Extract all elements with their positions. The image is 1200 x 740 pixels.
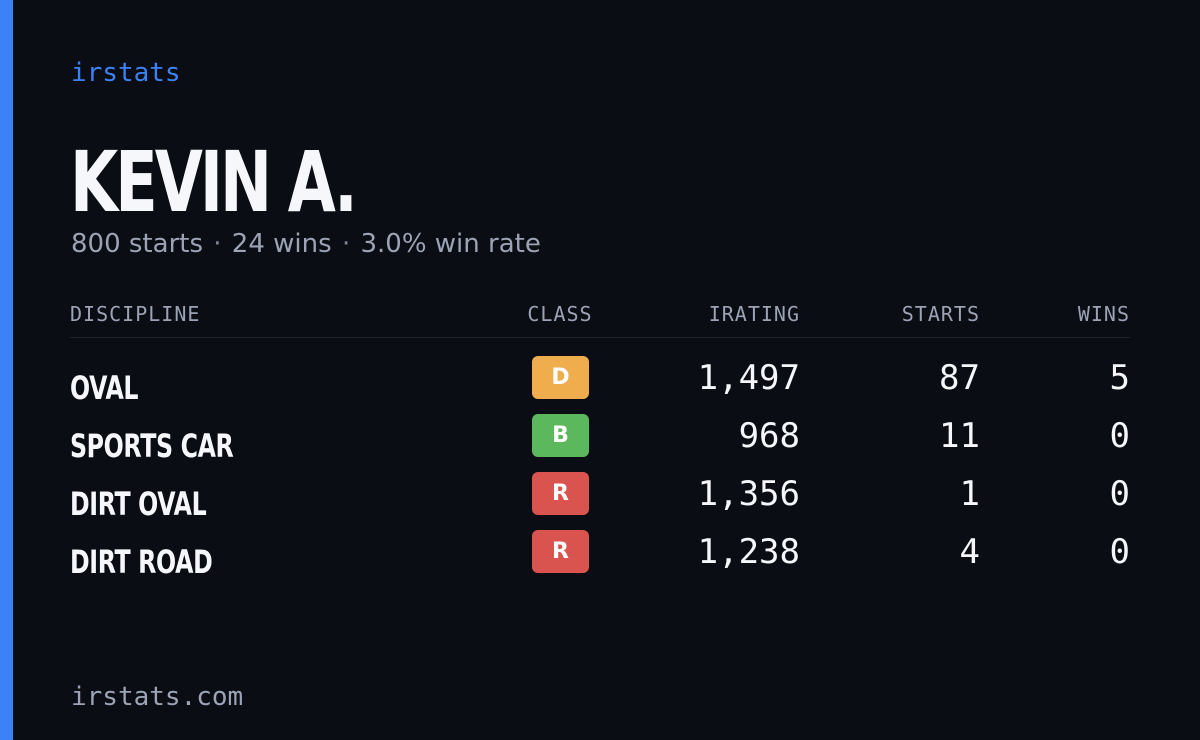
table-row: SPORTS CAR B 968 11 0: [70, 412, 1130, 470]
row-starts: 1: [959, 474, 980, 514]
row-starts: 4: [959, 532, 980, 572]
header-wins: WINS: [1077, 302, 1130, 326]
driver-name: KEVIN A.: [70, 133, 358, 231]
accent-bar: [0, 0, 13, 740]
table-row: DIRT ROAD R 1,238 4 0: [70, 528, 1130, 586]
brand-logo-text: irstats: [71, 58, 181, 88]
row-irating: 1,497: [697, 358, 800, 398]
class-badge: D: [532, 356, 589, 399]
class-badge: R: [532, 530, 589, 573]
row-wins: 0: [1109, 416, 1130, 456]
row-wins: 0: [1109, 474, 1130, 514]
row-irating: 968: [738, 416, 800, 456]
class-badge: R: [532, 472, 589, 515]
summary-separator: ·: [341, 229, 351, 259]
row-discipline: OVAL: [70, 369, 139, 407]
row-wins: 5: [1109, 358, 1130, 398]
driver-summary: 800 starts · 24 wins · 3.0% win rate: [71, 226, 541, 262]
discipline-stats-table: DISCIPLINE CLASS IRATING STARTS WINS OVA…: [70, 296, 1130, 581]
summary-starts: 800 starts: [71, 229, 203, 259]
row-discipline: DIRT ROAD: [70, 543, 213, 581]
row-wins: 0: [1109, 532, 1130, 572]
class-badge: B: [532, 414, 589, 457]
footer-url: irstats.com: [71, 682, 244, 712]
row-starts: 11: [939, 416, 980, 456]
row-discipline: SPORTS CAR: [70, 427, 234, 465]
header-irating: IRATING: [708, 302, 800, 326]
table-header: DISCIPLINE CLASS IRATING STARTS WINS: [70, 296, 1130, 338]
row-starts: 87: [939, 358, 980, 398]
header-class: CLASS: [527, 302, 593, 326]
row-discipline: DIRT OVAL: [70, 485, 207, 523]
row-irating: 1,238: [697, 532, 800, 572]
summary-win-rate: 3.0% win rate: [360, 229, 541, 259]
table-row: DIRT OVAL R 1,356 1 0: [70, 470, 1130, 528]
table-body: OVAL D 1,497 87 5 SPORTS CAR B 968 11 0 …: [70, 354, 1130, 586]
header-starts: STARTS: [901, 302, 980, 326]
summary-separator: ·: [213, 229, 222, 259]
summary-wins: 24 wins: [231, 229, 332, 259]
table-row: OVAL D 1,497 87 5: [70, 354, 1130, 412]
header-discipline: DISCIPLINE: [70, 302, 201, 326]
row-irating: 1,356: [697, 474, 800, 514]
